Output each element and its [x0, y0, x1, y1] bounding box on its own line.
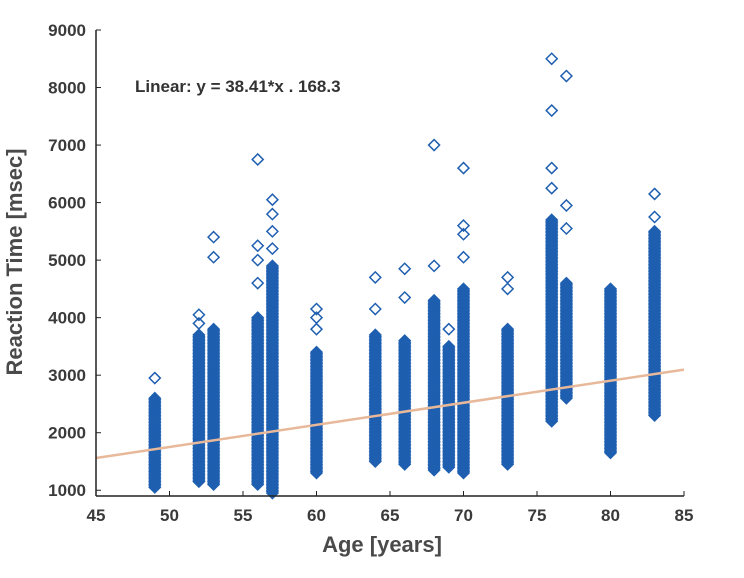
data-point: [648, 187, 662, 201]
x-axis-label: Age [years]: [322, 532, 442, 557]
data-point: [398, 262, 412, 276]
data-point: [545, 103, 559, 118]
x-tick-label: 45: [87, 506, 106, 525]
data-point: [265, 242, 279, 256]
data-point: [427, 293, 441, 307]
data-point: [603, 283, 618, 297]
data-point: [456, 227, 471, 241]
y-axis-ticks: 1000 2000 3000 4000 5000 6000 7000 8000 9000: [48, 21, 101, 500]
data-point: [251, 311, 265, 325]
data-point: [501, 282, 515, 296]
data-point: [265, 207, 279, 221]
data-point: [251, 152, 265, 167]
data-point: [207, 324, 221, 338]
data-point: [501, 324, 515, 338]
data-point: [456, 283, 471, 297]
x-tick-label: 50: [160, 506, 179, 525]
data-point: [545, 214, 559, 228]
data-point: [265, 193, 279, 207]
x-tick-label: 80: [601, 506, 620, 525]
data-point: [368, 270, 382, 284]
data-point: [501, 270, 515, 284]
data-point: [192, 328, 206, 342]
data-point: [265, 259, 279, 273]
x-tick-label: 60: [307, 506, 326, 525]
y-tick-label: 9000: [48, 21, 86, 40]
data-point: [207, 250, 221, 264]
x-tick-label: 70: [454, 506, 473, 525]
data-point: [309, 322, 324, 336]
y-axis-label: Reaction Time [msec]: [2, 148, 27, 375]
y-tick-label: 2000: [48, 424, 86, 443]
data-point: [456, 219, 471, 233]
data-point: [603, 282, 618, 296]
data-point: [251, 312, 265, 326]
data-point: [427, 138, 441, 152]
x-tick-label: 65: [381, 506, 400, 525]
y-tick-label: 8000: [48, 79, 86, 98]
data-point: [559, 198, 573, 213]
data-point: [192, 329, 206, 343]
data-point: [207, 230, 221, 244]
data-point: [148, 391, 162, 405]
data-point: [265, 224, 279, 238]
data-point: [251, 239, 265, 253]
y-tick-label: 5000: [48, 251, 86, 270]
data-point: [309, 347, 324, 361]
data-point: [559, 278, 573, 292]
data-point: [309, 311, 324, 325]
y-tick-label: 4000: [48, 309, 86, 328]
x-axis-ticks: 45 50 55 60 65 70 75 80 85: [87, 491, 694, 525]
y-tick-label: 3000: [48, 366, 86, 385]
data-point: [442, 322, 456, 336]
data-point: [442, 341, 456, 355]
data-point: [501, 322, 515, 336]
data-point: [251, 253, 265, 267]
x-tick-label: 85: [675, 506, 694, 525]
data-point: [648, 224, 662, 238]
data-point: [368, 302, 382, 316]
data-point: [265, 260, 279, 274]
data-point: [398, 335, 412, 349]
data-point: [648, 226, 662, 240]
data-point: [398, 290, 412, 305]
x-tick-label: 55: [234, 506, 253, 525]
data-point: [309, 345, 324, 359]
data-point: [148, 371, 162, 385]
data-point: [207, 322, 221, 336]
y-tick-label: 1000: [48, 481, 86, 500]
data-point: [309, 302, 324, 316]
fit-equation-annotation: Linear: y = 38.41*x . 168.3: [135, 77, 341, 96]
data-point: [368, 329, 382, 343]
scatter-points: [148, 52, 662, 500]
data-point: [192, 308, 206, 322]
data-point: [545, 52, 559, 66]
data-point: [648, 210, 662, 224]
linear-fit-line: [95, 368, 685, 460]
data-point: [427, 295, 441, 309]
data-point: [559, 276, 573, 290]
data-point: [442, 339, 456, 353]
data-point: [545, 213, 559, 227]
data-point: [251, 276, 265, 290]
y-tick-label: 6000: [48, 194, 86, 213]
y-tick-label: 7000: [48, 136, 86, 155]
data-point: [456, 161, 471, 175]
data-point: [559, 221, 573, 236]
data-point: [559, 69, 573, 83]
data-point: [456, 282, 471, 296]
data-point: [456, 250, 471, 264]
x-tick-label: 75: [528, 506, 547, 525]
data-point: [545, 181, 559, 195]
data-point: [148, 393, 162, 407]
data-point: [368, 328, 382, 342]
data-point: [545, 161, 559, 175]
data-point: [398, 334, 412, 348]
data-point: [192, 316, 206, 330]
data-point: [427, 259, 441, 273]
